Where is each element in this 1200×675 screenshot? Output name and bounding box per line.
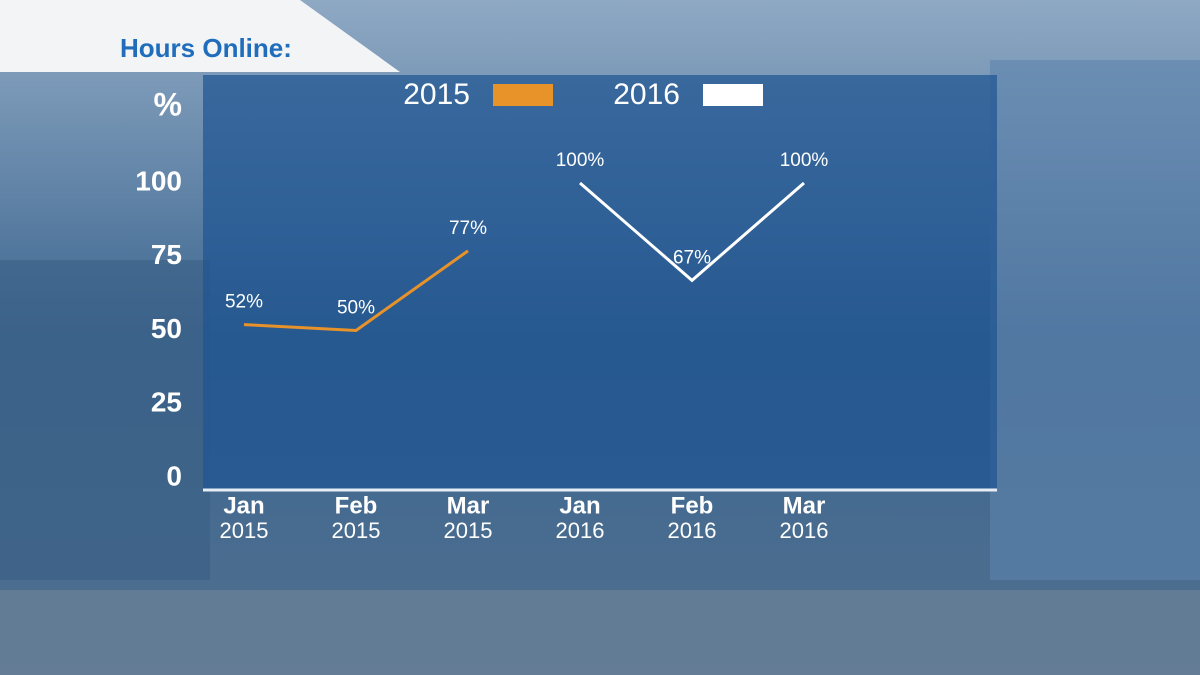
data-label: 52% bbox=[225, 292, 263, 313]
building bbox=[0, 260, 210, 580]
data-label: 67% bbox=[673, 247, 711, 268]
x-tick-label: 2015 bbox=[220, 518, 269, 543]
legend-label: 2016 bbox=[613, 78, 680, 111]
legend-label: 2015 bbox=[403, 78, 470, 111]
legend-swatch bbox=[703, 84, 763, 106]
chart-title: Hours Online: bbox=[120, 33, 292, 63]
y-tick-label: 75 bbox=[151, 239, 182, 270]
x-tick-label: Jan bbox=[223, 492, 264, 519]
x-tick-label: Jan bbox=[559, 492, 600, 519]
x-tick-label: Mar bbox=[783, 492, 826, 519]
x-tick-label: 2016 bbox=[780, 518, 829, 543]
building bbox=[990, 60, 1200, 580]
y-tick-label: 100 bbox=[135, 165, 182, 196]
y-axis-label: % bbox=[154, 86, 182, 122]
x-tick-label: Feb bbox=[335, 492, 378, 519]
ground bbox=[0, 590, 1200, 675]
plot-panel bbox=[203, 75, 997, 490]
x-tick-label: Feb bbox=[671, 492, 714, 519]
data-label: 100% bbox=[780, 150, 829, 171]
x-tick-label: Mar bbox=[447, 492, 490, 519]
series-line bbox=[579, 181, 805, 283]
x-tick-label: 2015 bbox=[332, 518, 381, 543]
data-label: 100% bbox=[556, 150, 605, 171]
series-line bbox=[243, 249, 469, 333]
x-tick-label: 2016 bbox=[556, 518, 605, 543]
y-tick-label: 0 bbox=[166, 460, 182, 491]
y-tick-label: 50 bbox=[151, 313, 182, 344]
x-tick-label: 2015 bbox=[444, 518, 493, 543]
title-banner bbox=[0, 0, 400, 72]
x-tick-label: 2016 bbox=[668, 518, 717, 543]
legend-swatch bbox=[493, 84, 553, 106]
data-label: 77% bbox=[449, 218, 487, 239]
y-tick-label: 25 bbox=[151, 387, 182, 418]
data-label: 50% bbox=[337, 298, 375, 319]
